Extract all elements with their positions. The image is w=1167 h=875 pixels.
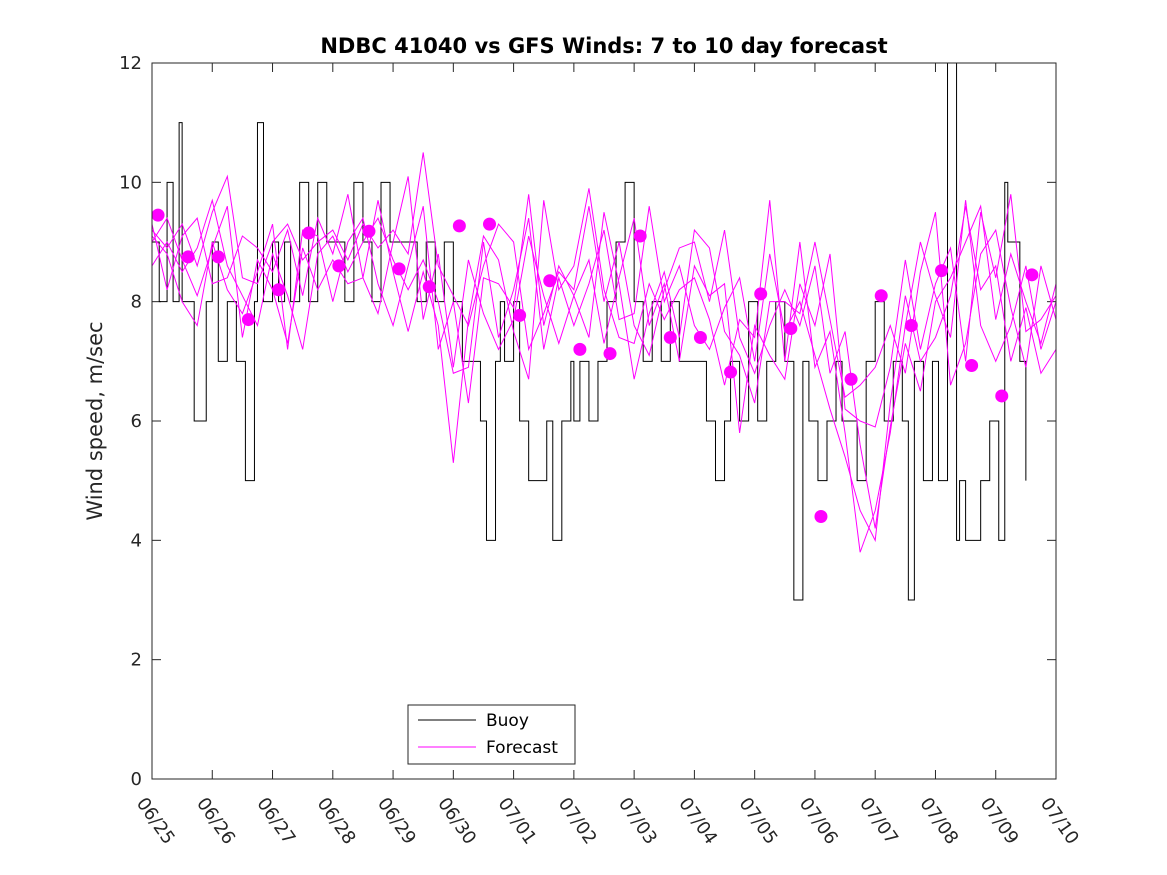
- forecast-marker: [934, 264, 948, 278]
- forecast-marker: [844, 372, 858, 386]
- forecast-marker: [724, 365, 738, 379]
- forecast-marker: [272, 283, 286, 297]
- forecast-marker: [422, 280, 436, 294]
- x-tick-label: 06/30: [433, 794, 480, 849]
- forecast-marker: [392, 262, 406, 276]
- y-axis: 0 2 4 6 8 10 12: [119, 53, 1056, 790]
- forecast-marker: [181, 250, 195, 264]
- series-layer: [151, 62, 1057, 601]
- forecast-marker: [543, 274, 557, 288]
- legend: Buoy Forecast: [407, 704, 576, 765]
- forecast-marker: [241, 313, 255, 327]
- forecast-marker: [995, 389, 1009, 403]
- forecast-marker: [211, 250, 225, 264]
- x-tick-label: 06/28: [313, 794, 360, 849]
- y-tick-label: 6: [131, 411, 142, 432]
- x-tick-label: 07/04: [674, 794, 721, 849]
- y-axis-label: Wind speed, m/sec: [83, 321, 107, 520]
- x-tick-label: 06/25: [132, 794, 179, 849]
- y-tick-label: 2: [131, 650, 142, 671]
- forecast-marker: [513, 308, 527, 322]
- forecast-marker: [332, 259, 346, 273]
- y-tick-label: 8: [131, 292, 142, 313]
- forecast-marker: [151, 208, 165, 222]
- chart-title: NDBC 41040 vs GFS Winds: 7 to 10 day for…: [320, 34, 887, 58]
- forecast-marker: [663, 330, 677, 344]
- forecast-marker: [573, 342, 587, 356]
- x-tick-label: 07/03: [614, 794, 661, 849]
- buoy-line: [152, 62, 1027, 601]
- forecast-marker: [633, 229, 647, 243]
- y-tick-label: 10: [119, 172, 142, 193]
- forecast-marker: [784, 322, 798, 336]
- forecast-marker: [904, 319, 918, 333]
- forecast-marker: [603, 347, 617, 361]
- forecast-line: [151, 176, 1057, 434]
- forecast-marker: [693, 330, 707, 344]
- x-tick-label: 07/06: [795, 794, 842, 849]
- legend-box: [407, 704, 576, 765]
- forecast-marker: [814, 509, 828, 523]
- forecast-line: [151, 152, 1057, 529]
- forecast-marker: [874, 289, 888, 303]
- forecast-marker: [1025, 268, 1039, 282]
- x-tick-label: 06/27: [252, 794, 299, 849]
- x-tick-label: 07/05: [735, 794, 782, 849]
- x-tick-label: 07/07: [855, 794, 902, 849]
- forecast-line: [151, 198, 1057, 543]
- x-tick-label: 06/26: [192, 794, 239, 849]
- forecast-marker: [482, 217, 496, 231]
- x-tick-label: 07/10: [1036, 794, 1083, 849]
- x-tick-label: 06/29: [373, 794, 420, 849]
- forecast-marker: [965, 359, 979, 373]
- x-tick-label: 07/01: [494, 794, 541, 849]
- forecast-marker: [362, 224, 376, 238]
- y-tick-label: 0: [131, 769, 142, 790]
- forecast-marker: [754, 287, 768, 301]
- x-tick-label: 07/09: [976, 794, 1023, 849]
- forecast-marker: [452, 219, 466, 233]
- y-tick-label: 12: [119, 53, 142, 74]
- x-tick-label: 07/08: [915, 794, 962, 849]
- y-tick-label: 4: [131, 530, 142, 551]
- legend-forecast-label: Forecast: [486, 738, 558, 758]
- plot-frame: [151, 62, 1057, 780]
- forecast-marker: [302, 226, 316, 240]
- plot-background: [152, 63, 1056, 779]
- legend-buoy-label: Buoy: [486, 711, 529, 731]
- x-tick-label: 07/02: [554, 794, 601, 849]
- forecast-line: [151, 194, 1057, 404]
